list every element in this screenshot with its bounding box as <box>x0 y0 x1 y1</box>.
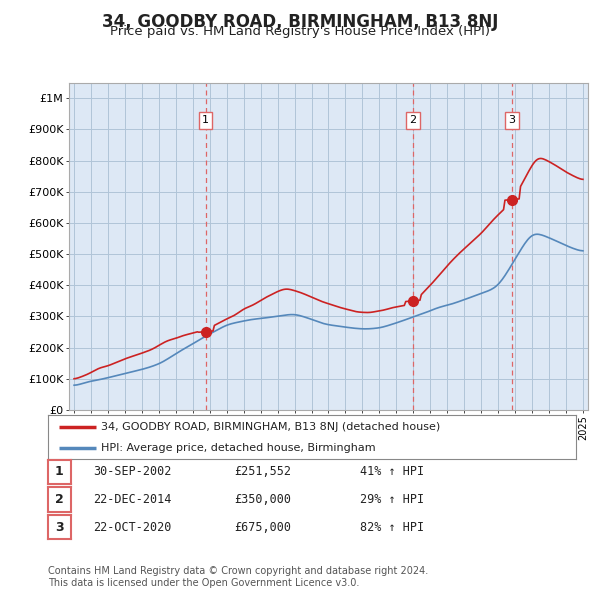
Text: £350,000: £350,000 <box>234 493 291 506</box>
Text: 1: 1 <box>55 465 64 478</box>
Text: Contains HM Land Registry data © Crown copyright and database right 2024.
This d: Contains HM Land Registry data © Crown c… <box>48 566 428 588</box>
Text: 30-SEP-2002: 30-SEP-2002 <box>93 465 172 478</box>
Text: 82% ↑ HPI: 82% ↑ HPI <box>360 520 424 534</box>
Text: 3: 3 <box>508 115 515 125</box>
Text: 41% ↑ HPI: 41% ↑ HPI <box>360 465 424 478</box>
Text: 22-DEC-2014: 22-DEC-2014 <box>93 493 172 506</box>
Text: 2: 2 <box>55 493 64 506</box>
Text: 34, GOODBY ROAD, BIRMINGHAM, B13 8NJ: 34, GOODBY ROAD, BIRMINGHAM, B13 8NJ <box>102 13 498 31</box>
Text: Price paid vs. HM Land Registry's House Price Index (HPI): Price paid vs. HM Land Registry's House … <box>110 25 490 38</box>
Text: £675,000: £675,000 <box>234 520 291 534</box>
Text: 22-OCT-2020: 22-OCT-2020 <box>93 520 172 534</box>
Text: HPI: Average price, detached house, Birmingham: HPI: Average price, detached house, Birm… <box>101 443 376 453</box>
Text: 2: 2 <box>409 115 416 125</box>
Text: 34, GOODBY ROAD, BIRMINGHAM, B13 8NJ (detached house): 34, GOODBY ROAD, BIRMINGHAM, B13 8NJ (de… <box>101 422 440 432</box>
Text: £251,552: £251,552 <box>234 465 291 478</box>
Text: 29% ↑ HPI: 29% ↑ HPI <box>360 493 424 506</box>
Text: 1: 1 <box>202 115 209 125</box>
Text: 3: 3 <box>55 520 64 534</box>
